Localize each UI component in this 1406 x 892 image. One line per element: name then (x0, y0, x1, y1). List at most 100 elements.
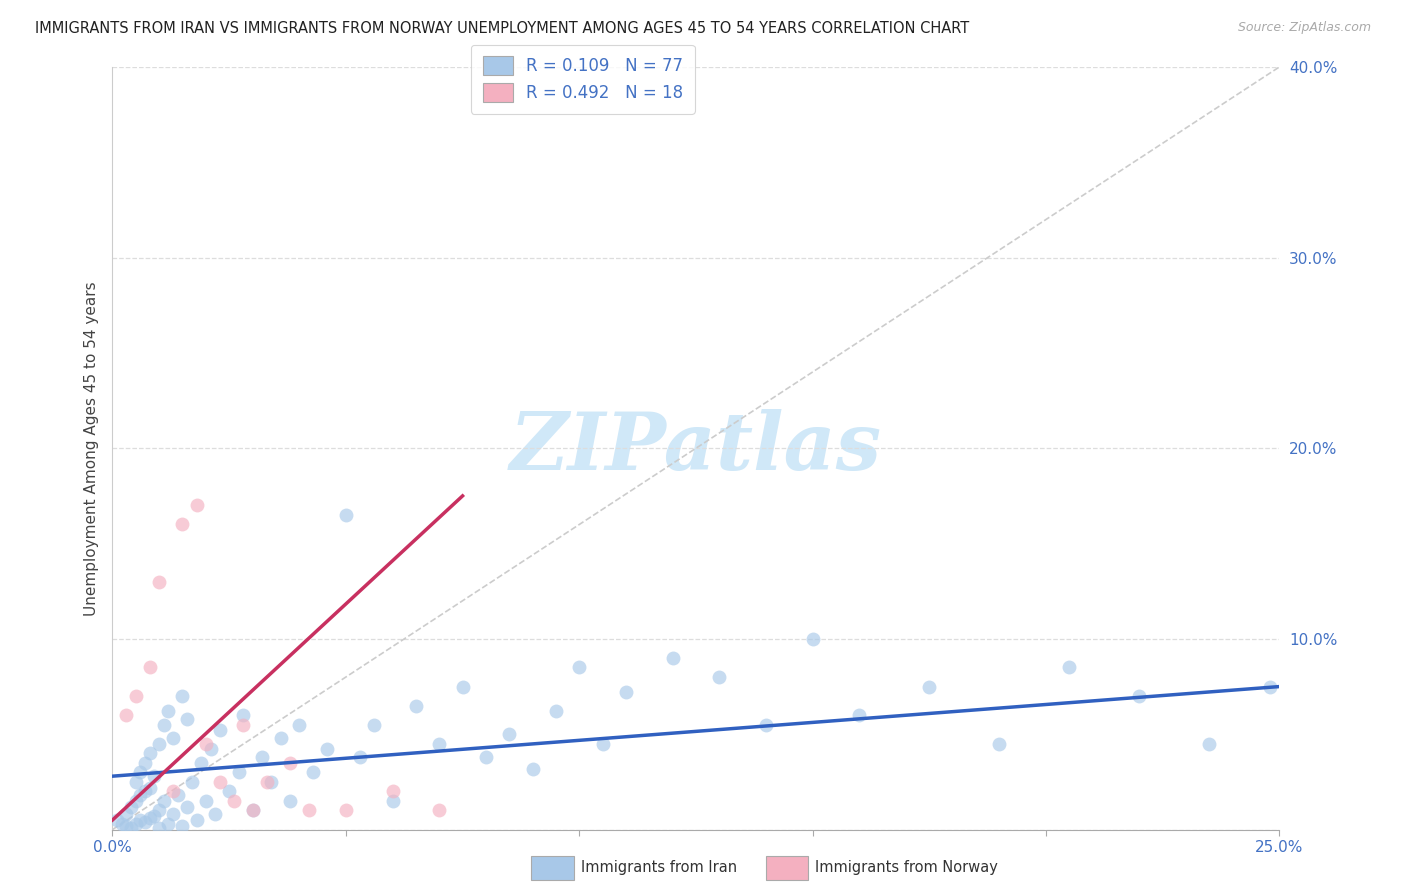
Point (125, 775, 148, 789)
Point (129, 765, 152, 780)
Point (162, 807, 184, 822)
Point (115, 708, 138, 723)
Point (139, 660, 162, 674)
Point (180, 775, 202, 789)
Point (139, 811, 162, 825)
Point (134, 756, 156, 770)
Point (162, 731, 184, 745)
Point (278, 794, 301, 808)
Text: Source: ZipAtlas.com: Source: ZipAtlas.com (1237, 21, 1371, 34)
Point (166, 789, 188, 803)
Point (186, 813, 208, 827)
Point (755, 717, 778, 731)
Point (172, 689, 194, 703)
Point (129, 789, 152, 803)
Point (125, 689, 148, 703)
Point (111, 817, 134, 831)
Point (381, 794, 404, 808)
Text: Immigrants from Iran: Immigrants from Iran (581, 861, 737, 875)
Point (349, 750, 371, 764)
Point (302, 765, 325, 780)
Point (568, 660, 591, 674)
Point (115, 819, 138, 833)
Point (232, 708, 254, 723)
Legend: R = 0.109   N = 77, R = 0.492   N = 18: R = 0.109 N = 77, R = 0.492 N = 18 (471, 45, 695, 113)
Point (522, 762, 544, 776)
Point (427, 804, 450, 818)
Point (451, 680, 474, 694)
Point (1059, 660, 1081, 674)
Point (125, 794, 148, 808)
Point (316, 742, 339, 756)
Point (190, 756, 212, 770)
Text: ZIPatlas: ZIPatlas (510, 409, 882, 487)
Point (148, 821, 170, 835)
Point (592, 737, 614, 751)
Point (134, 814, 156, 829)
Point (157, 817, 180, 831)
Point (475, 750, 498, 764)
Point (204, 807, 226, 822)
Point (242, 804, 264, 818)
Point (381, 784, 404, 798)
Point (139, 780, 162, 795)
Point (148, 574, 170, 589)
Point (134, 784, 156, 798)
Point (162, 784, 184, 798)
Point (278, 756, 301, 770)
Point (172, 517, 194, 532)
Point (405, 698, 427, 713)
Point (148, 804, 170, 818)
Point (218, 784, 240, 798)
Point (129, 813, 152, 827)
Point (148, 737, 170, 751)
Point (200, 742, 222, 756)
Point (614, 685, 637, 699)
Point (153, 794, 176, 808)
Point (194, 794, 217, 808)
Point (801, 632, 824, 646)
Point (157, 704, 180, 718)
Y-axis label: Unemployment Among Ages 45 to 54 years: Unemployment Among Ages 45 to 54 years (83, 281, 98, 615)
Point (260, 775, 283, 789)
Point (125, 817, 148, 831)
Point (232, 717, 254, 731)
Text: IMMIGRANTS FROM IRAN VS IMMIGRANTS FROM NORWAY UNEMPLOYMENT AMONG AGES 45 TO 54 : IMMIGRANTS FROM IRAN VS IMMIGRANTS FROM … (35, 21, 969, 36)
Point (1198, 737, 1220, 751)
Point (143, 769, 166, 783)
Point (363, 717, 385, 731)
Point (1128, 689, 1150, 703)
Point (544, 704, 567, 718)
Point (988, 737, 1011, 751)
Point (139, 746, 162, 760)
Point (848, 708, 870, 723)
Point (143, 809, 166, 823)
Point (498, 727, 520, 741)
Point (194, 737, 217, 751)
Point (297, 804, 319, 818)
Point (1258, 680, 1281, 694)
Point (242, 804, 264, 818)
Point (270, 731, 292, 745)
Point (228, 765, 250, 780)
Point (661, 651, 683, 665)
Point (256, 775, 278, 789)
Point (105, 813, 128, 827)
Point (176, 712, 198, 726)
Text: Immigrants from Norway: Immigrants from Norway (815, 861, 998, 875)
Point (918, 680, 941, 694)
Point (222, 794, 245, 808)
Point (115, 807, 138, 822)
Point (120, 799, 142, 814)
Point (208, 775, 231, 789)
Point (250, 750, 273, 764)
Point (427, 737, 450, 751)
Point (153, 717, 176, 731)
Point (335, 804, 357, 818)
Point (208, 723, 231, 738)
Point (120, 821, 142, 835)
Point (335, 508, 357, 522)
Point (186, 499, 208, 513)
Point (176, 799, 198, 814)
Point (172, 819, 194, 833)
